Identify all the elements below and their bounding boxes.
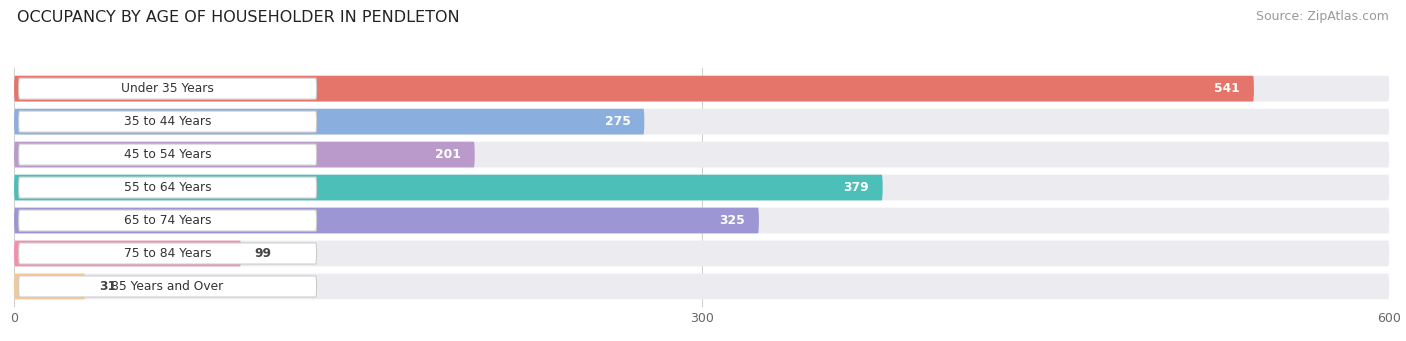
FancyBboxPatch shape <box>18 144 316 165</box>
Text: 201: 201 <box>434 148 461 161</box>
FancyBboxPatch shape <box>14 76 1254 102</box>
FancyBboxPatch shape <box>18 78 316 99</box>
Text: 65 to 74 Years: 65 to 74 Years <box>124 214 211 227</box>
FancyBboxPatch shape <box>18 177 316 198</box>
Text: 35 to 44 Years: 35 to 44 Years <box>124 115 211 128</box>
FancyBboxPatch shape <box>14 273 1389 299</box>
Text: 541: 541 <box>1215 82 1240 95</box>
FancyBboxPatch shape <box>14 175 883 201</box>
Text: 75 to 84 Years: 75 to 84 Years <box>124 247 211 260</box>
FancyBboxPatch shape <box>14 109 1389 134</box>
FancyBboxPatch shape <box>18 210 316 231</box>
FancyBboxPatch shape <box>18 276 316 297</box>
FancyBboxPatch shape <box>14 241 1389 266</box>
FancyBboxPatch shape <box>14 109 644 134</box>
Text: 379: 379 <box>844 181 869 194</box>
Text: 55 to 64 Years: 55 to 64 Years <box>124 181 211 194</box>
FancyBboxPatch shape <box>14 273 86 299</box>
Text: OCCUPANCY BY AGE OF HOUSEHOLDER IN PENDLETON: OCCUPANCY BY AGE OF HOUSEHOLDER IN PENDL… <box>17 10 460 25</box>
Text: 99: 99 <box>254 247 271 260</box>
Text: 85 Years and Over: 85 Years and Over <box>111 280 224 293</box>
FancyBboxPatch shape <box>18 111 316 132</box>
FancyBboxPatch shape <box>14 175 1389 201</box>
Text: Under 35 Years: Under 35 Years <box>121 82 214 95</box>
Text: 31: 31 <box>98 280 115 293</box>
Text: 275: 275 <box>605 115 630 128</box>
FancyBboxPatch shape <box>14 208 1389 233</box>
FancyBboxPatch shape <box>14 208 759 233</box>
Text: 45 to 54 Years: 45 to 54 Years <box>124 148 211 161</box>
FancyBboxPatch shape <box>14 241 240 266</box>
FancyBboxPatch shape <box>14 142 475 167</box>
Text: 325: 325 <box>720 214 745 227</box>
FancyBboxPatch shape <box>14 142 1389 167</box>
FancyBboxPatch shape <box>18 243 316 264</box>
Text: Source: ZipAtlas.com: Source: ZipAtlas.com <box>1256 10 1389 23</box>
FancyBboxPatch shape <box>14 76 1389 102</box>
